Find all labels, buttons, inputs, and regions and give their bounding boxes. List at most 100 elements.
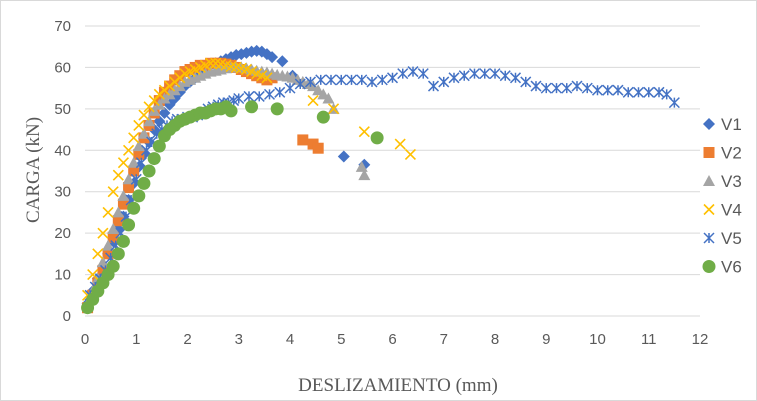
data-point-v1 — [266, 51, 279, 64]
data-point-v4 — [138, 109, 150, 121]
data-point-v5 — [499, 70, 511, 82]
data-point-v2 — [117, 198, 129, 210]
data-point-v6 — [142, 164, 156, 178]
legend-label: V2 — [721, 144, 742, 163]
data-point-v6 — [132, 189, 146, 203]
data-point-v2 — [102, 248, 114, 260]
data-point-v2 — [97, 264, 109, 276]
data-point-v5 — [427, 80, 440, 92]
data-point-v3 — [112, 206, 125, 218]
legend-label: V3 — [721, 172, 742, 191]
data-point-v5 — [479, 68, 491, 80]
data-point-v4 — [92, 248, 104, 260]
data-point-v5 — [140, 144, 153, 156]
data-point-v2 — [123, 182, 135, 194]
data-point-v5 — [315, 74, 327, 86]
data-point-v5 — [561, 82, 573, 94]
data-point-v3 — [148, 104, 161, 116]
data-point-v4 — [133, 119, 145, 131]
data-point-v5 — [520, 76, 532, 88]
data-point-v5 — [284, 82, 296, 94]
data-point-v4 — [261, 72, 273, 84]
x-tick-label: 5 — [337, 331, 345, 348]
data-point-v6 — [137, 176, 151, 190]
x-tick-label: 10 — [589, 331, 606, 348]
data-point-v4 — [87, 269, 99, 281]
data-point-v3 — [117, 189, 130, 201]
data-point-v3 — [122, 173, 135, 185]
data-point-v5 — [540, 82, 552, 94]
data-point-v2 — [133, 148, 145, 160]
data-point-v3 — [96, 256, 109, 268]
y-tick-label: 60 — [54, 59, 71, 76]
data-point-v3 — [358, 169, 371, 181]
y-tick-label: 0 — [63, 308, 71, 325]
legend: V1 V2 V3 V4 V5 V6 — [702, 115, 742, 277]
x-tick-label: 7 — [440, 331, 448, 348]
legend-label: V5 — [721, 229, 742, 248]
x-tick-label: 12 — [692, 331, 709, 348]
data-point-v5 — [366, 76, 378, 88]
data-point-v4 — [204, 57, 217, 69]
data-point-v5 — [602, 84, 614, 96]
y-tick-label: 30 — [54, 184, 71, 201]
data-point-v3 — [322, 92, 335, 104]
series-v4 — [81, 57, 417, 301]
data-point-v5 — [612, 84, 624, 96]
data-point-v2 — [128, 165, 140, 177]
data-point-v5 — [458, 70, 470, 82]
data-point-v5 — [530, 80, 542, 92]
legend-marker-v2 — [703, 147, 715, 158]
y-tick-label: 40 — [54, 142, 71, 159]
data-point-v2 — [158, 86, 170, 98]
data-point-v2 — [112, 215, 124, 227]
data-point-v6 — [245, 100, 259, 114]
legend-item-v5: V5 — [703, 229, 742, 248]
data-point-v6 — [224, 104, 238, 118]
data-point-v4 — [102, 206, 114, 218]
data-point-v5 — [356, 74, 368, 86]
x-tick-label: 9 — [542, 331, 550, 348]
data-point-v6 — [316, 110, 330, 124]
data-point-v5 — [325, 74, 337, 86]
data-point-v4 — [307, 95, 319, 107]
data-point-v5 — [438, 76, 450, 88]
data-point-v4 — [122, 144, 135, 156]
data-point-v5 — [386, 72, 399, 84]
data-point-v5 — [550, 82, 563, 94]
data-point-v4 — [117, 157, 130, 169]
gridlines — [85, 25, 700, 276]
data-points — [81, 44, 680, 315]
x-tick-label: 11 — [641, 331, 657, 348]
legend-item-v1: V1 — [703, 115, 742, 134]
data-point-v5 — [643, 86, 655, 98]
data-point-v6 — [127, 201, 141, 215]
data-point-v5 — [468, 68, 481, 80]
legend-item-v3: V3 — [703, 172, 742, 191]
data-point-v4 — [112, 169, 124, 181]
legend-label: V6 — [721, 258, 742, 277]
x-tick-label: 2 — [183, 331, 191, 348]
series-v6 — [81, 100, 384, 315]
data-point-v2 — [107, 231, 119, 243]
x-tick-label: 4 — [286, 331, 294, 348]
x-tick-label: 6 — [388, 331, 396, 348]
data-point-v5 — [489, 68, 501, 80]
data-point-v1 — [337, 150, 350, 163]
legend-marker-v4 — [703, 203, 715, 216]
data-point-v5 — [304, 76, 317, 88]
x-tick-label: 8 — [491, 331, 499, 348]
data-point-v5 — [376, 74, 388, 86]
data-point-v4 — [97, 227, 109, 239]
legend-item-v6: V6 — [702, 258, 742, 277]
data-point-v3 — [107, 223, 120, 234]
data-point-v6 — [370, 131, 384, 145]
data-point-v5 — [509, 72, 522, 84]
legend-label: V1 — [721, 115, 742, 134]
data-point-v5 — [253, 90, 265, 102]
x-axis-title: DESLIZAMIENTO (mm) — [298, 375, 498, 396]
data-point-v6 — [152, 139, 166, 153]
legend-marker-v1 — [703, 118, 715, 130]
